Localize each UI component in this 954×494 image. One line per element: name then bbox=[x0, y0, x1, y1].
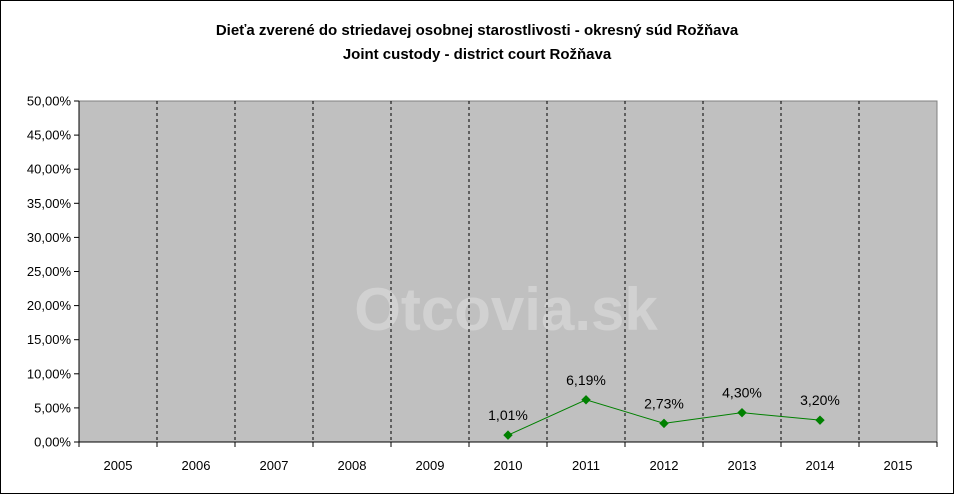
data-label: 4,30% bbox=[722, 385, 762, 401]
data-label: 6,19% bbox=[566, 372, 606, 388]
data-label: 3,20% bbox=[800, 392, 840, 408]
y-tick-label: 35,00% bbox=[27, 196, 72, 211]
x-tick-label: 2006 bbox=[182, 458, 211, 473]
y-tick-label: 15,00% bbox=[27, 332, 72, 347]
y-tick-label: 5,00% bbox=[34, 400, 71, 415]
y-tick-label: 0,00% bbox=[34, 435, 71, 450]
x-tick-label: 2015 bbox=[884, 458, 913, 473]
y-tick-label: 30,00% bbox=[27, 230, 72, 245]
data-point-marker bbox=[659, 418, 669, 429]
x-tick-label: 2008 bbox=[338, 458, 367, 473]
y-tick-label: 50,00% bbox=[27, 94, 72, 109]
watermark-text: Otcovia.sk bbox=[354, 276, 658, 343]
chart-subtitle: Joint custody - district court Rožňava bbox=[342, 46, 612, 63]
plot-area bbox=[78, 100, 938, 443]
x-tick-label: 2010 bbox=[494, 458, 523, 473]
data-label: 2,73% bbox=[644, 395, 684, 411]
data-label: 1,01% bbox=[488, 407, 528, 423]
y-tick-label: 25,00% bbox=[27, 264, 72, 279]
y-tick-label: 20,00% bbox=[27, 298, 72, 313]
data-point-marker bbox=[581, 395, 591, 405]
chart-title: Dieťa zverené do striedavej osobnej star… bbox=[215, 22, 739, 39]
y-tick-label: 10,00% bbox=[27, 366, 72, 381]
y-tick-label: 45,00% bbox=[27, 128, 72, 143]
data-point-marker bbox=[503, 430, 513, 440]
x-tick-label: 2014 bbox=[806, 458, 835, 473]
x-tick-label: 2009 bbox=[416, 458, 445, 473]
y-tick-label: 40,00% bbox=[27, 162, 72, 177]
x-tick-label: 2013 bbox=[728, 458, 757, 473]
x-tick-label: 2011 bbox=[572, 458, 600, 473]
x-tick-label: 2007 bbox=[260, 458, 289, 473]
x-tick-label: 2012 bbox=[650, 458, 679, 473]
data-point-marker bbox=[737, 407, 747, 418]
data-point-marker bbox=[815, 415, 825, 425]
x-tick-label: 2005 bbox=[104, 458, 133, 473]
